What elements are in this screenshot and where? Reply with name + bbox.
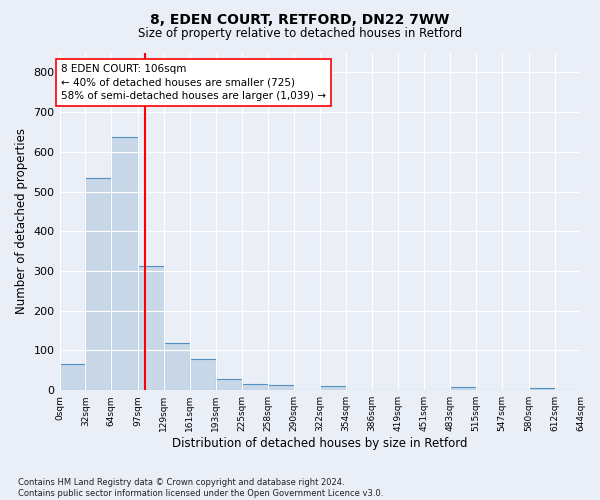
Bar <box>85 178 112 390</box>
Bar <box>190 359 215 390</box>
Y-axis label: Number of detached properties: Number of detached properties <box>15 128 28 314</box>
X-axis label: Distribution of detached houses by size in Retford: Distribution of detached houses by size … <box>172 437 468 450</box>
Text: Size of property relative to detached houses in Retford: Size of property relative to detached ho… <box>138 28 462 40</box>
Bar <box>242 384 268 390</box>
Bar <box>450 387 476 390</box>
Bar <box>320 386 346 390</box>
Bar <box>215 379 242 390</box>
Bar <box>138 266 164 390</box>
Text: 8 EDEN COURT: 106sqm
← 40% of detached houses are smaller (725)
58% of semi-deta: 8 EDEN COURT: 106sqm ← 40% of detached h… <box>61 64 326 101</box>
Bar <box>164 342 190 390</box>
Bar <box>112 136 138 390</box>
Bar <box>529 388 554 390</box>
Text: Contains HM Land Registry data © Crown copyright and database right 2024.
Contai: Contains HM Land Registry data © Crown c… <box>18 478 383 498</box>
Text: 8, EDEN COURT, RETFORD, DN22 7WW: 8, EDEN COURT, RETFORD, DN22 7WW <box>151 12 449 26</box>
Bar <box>268 386 294 390</box>
Bar <box>59 364 85 390</box>
